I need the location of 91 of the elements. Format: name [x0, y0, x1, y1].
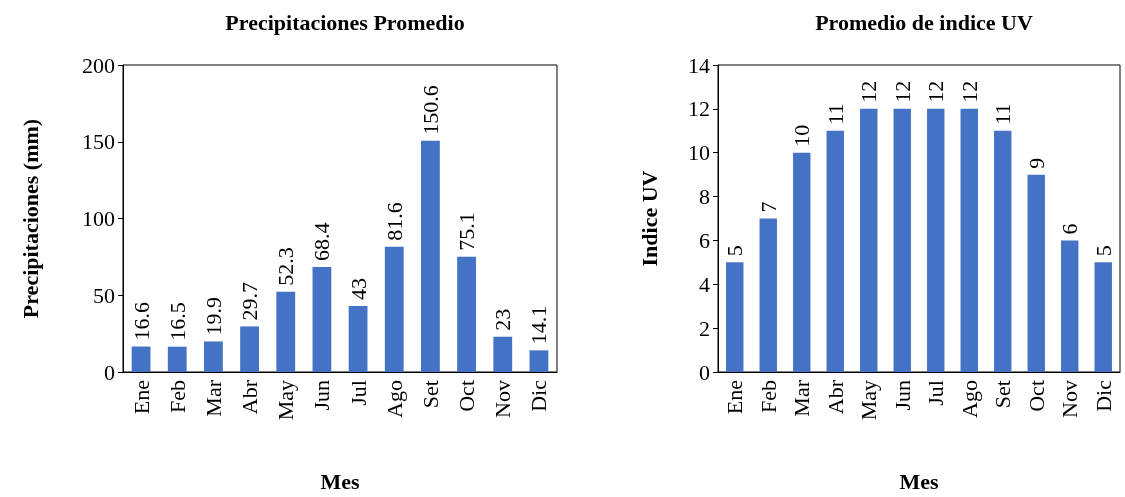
data-label: 68.4 — [309, 222, 335, 262]
x-tick-label: Mar — [200, 379, 226, 417]
bar — [826, 130, 844, 372]
x-tick-label: Ago — [381, 380, 407, 418]
x-tick-label: Ene — [128, 380, 154, 415]
y-tick-label: 14 — [688, 52, 710, 78]
x-axis-title: Mes — [899, 468, 939, 494]
y-axis-title: Indice UV — [636, 170, 662, 267]
data-label: 150.6 — [417, 85, 443, 135]
data-label: 81.6 — [381, 202, 407, 241]
bar — [1027, 174, 1045, 372]
data-label: 23 — [490, 308, 516, 331]
data-label: 19.9 — [200, 296, 226, 336]
x-tick-label: Ene — [722, 380, 748, 415]
x-tick-label: Jun — [889, 380, 915, 411]
y-tick-label: 150 — [82, 129, 115, 155]
x-tick-label: Dic — [526, 379, 552, 412]
y-tick-label: 12 — [688, 96, 710, 122]
bar — [960, 108, 978, 372]
x-tick-label: Set — [417, 380, 443, 409]
bar — [167, 346, 187, 372]
x-tick-label: Jul — [923, 380, 949, 406]
bar — [421, 140, 440, 372]
y-tick-label: 6 — [699, 227, 710, 253]
data-label: 52.3 — [273, 247, 299, 286]
bar — [384, 246, 404, 372]
bar — [927, 108, 945, 372]
data-label: 12 — [856, 80, 882, 103]
x-tick-label: Nov — [1057, 380, 1083, 418]
bar — [793, 152, 811, 372]
y-tick-label: 10 — [688, 140, 710, 166]
data-label: 5 — [722, 245, 748, 257]
bar — [994, 130, 1012, 372]
y-tick-label: 100 — [82, 206, 115, 231]
data-label: 29.7 — [237, 281, 263, 321]
data-label: 16.6 — [128, 302, 154, 341]
bar — [131, 346, 151, 372]
x-tick-label: Nov — [490, 380, 516, 418]
x-tick-label: Oct — [454, 380, 480, 412]
data-label: 11 — [990, 103, 1016, 125]
x-tick-label: Abr — [237, 379, 263, 415]
bar — [348, 306, 368, 372]
data-label: 10 — [789, 124, 815, 147]
data-label: 43 — [345, 277, 371, 300]
bar — [726, 262, 744, 372]
x-tick-label: Oct — [1023, 380, 1049, 412]
data-label: 9 — [1023, 157, 1049, 169]
data-label: 75.1 — [454, 212, 480, 251]
x-tick-label: Feb — [164, 380, 190, 413]
data-label: 12 — [956, 80, 982, 103]
bar — [276, 291, 296, 372]
bar — [893, 108, 911, 372]
x-tick-label: Dic — [1090, 379, 1116, 412]
y-tick-label: 0 — [104, 359, 115, 385]
data-label: 6 — [1057, 223, 1083, 235]
data-label: 7 — [755, 201, 781, 213]
data-label: 5 — [1090, 245, 1116, 257]
y-tick-label: 4 — [699, 271, 710, 297]
y-tick-label: 0 — [699, 359, 710, 385]
y-tick-label: 200 — [82, 52, 115, 78]
chart-title: Promedio de indice UV — [815, 9, 1033, 35]
x-tick-label: May — [273, 380, 299, 421]
bar — [1061, 240, 1079, 372]
y-tick-label: 2 — [699, 315, 710, 341]
x-tick-label: Jul — [345, 380, 371, 406]
x-tick-label: May — [856, 380, 882, 421]
bar — [759, 218, 777, 372]
data-label: 12 — [889, 80, 915, 103]
bar — [312, 267, 332, 372]
x-tick-label: Jun — [309, 380, 335, 411]
x-tick-label: Mar — [789, 379, 815, 417]
bar — [457, 256, 476, 372]
bar — [529, 350, 549, 372]
chart-title: Precipitaciones Promedio — [225, 9, 465, 35]
data-label: 11 — [822, 103, 848, 125]
data-label: 12 — [923, 80, 949, 103]
bar — [493, 336, 513, 372]
bar — [204, 341, 223, 372]
bar — [1094, 262, 1112, 372]
x-tick-label: Feb — [755, 380, 781, 413]
data-label: 14.1 — [526, 305, 552, 345]
x-axis-title: Mes — [320, 468, 360, 494]
bar — [860, 108, 878, 372]
y-tick-label: 8 — [699, 184, 710, 210]
y-axis-title: Precipitaciones (mm) — [17, 118, 43, 319]
x-tick-label: Abr — [822, 379, 848, 415]
x-tick-label: Ago — [956, 380, 982, 418]
bar — [240, 326, 259, 372]
data-label: 16.5 — [164, 302, 190, 341]
y-tick-label: 50 — [93, 282, 115, 308]
x-tick-label: Set — [990, 380, 1016, 409]
